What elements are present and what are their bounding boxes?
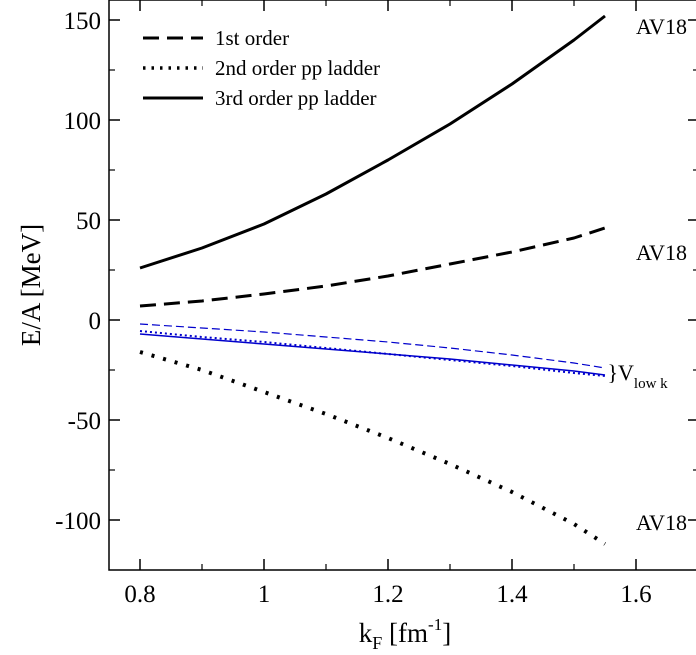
av18-label: AV18 (636, 510, 687, 535)
annotations: AV18 AV18 AV18 }Vlow k (607, 14, 686, 535)
vlowk-label-sub: low k (634, 376, 668, 392)
x-axis-title-sup: -1 (428, 615, 442, 634)
y-tick-label: 0 (89, 308, 102, 335)
x-tick-label: 1.6 (620, 581, 651, 608)
legend-label-2nd-order: 2nd order pp ladder (215, 56, 380, 80)
legend-label-1st-order: 1st order (215, 26, 289, 50)
vlowk-label-main: }V (607, 360, 634, 385)
x-axis-title-unit: [fm (382, 618, 428, 648)
x-axis-title: kF [fm-1] (359, 615, 451, 653)
series-vlowk-1st-order-line (139, 323, 606, 369)
vlowk-label: }Vlow k (607, 360, 668, 392)
y-tick-label: -100 (55, 508, 101, 535)
y-tick-label: 100 (64, 108, 102, 135)
y-tick-label: 50 (76, 208, 101, 235)
x-tick-label: 1.2 (372, 581, 403, 608)
x-axis-title-close: ] (442, 618, 451, 648)
series-vlowk-2nd-order-line (139, 330, 606, 377)
plot-frame (108, 0, 696, 571)
y-axis-title: E/A [MeV] (16, 224, 46, 346)
y-tick-label: -50 (68, 408, 101, 435)
series-av18-1st-order-line (139, 226, 606, 308)
x-axis-title-sub: F (372, 633, 382, 653)
legend: 1st order 2nd order pp ladder 3rd order … (143, 26, 380, 110)
x-axis-title-base: k (359, 618, 373, 648)
series-av18-2nd-order-line (139, 350, 607, 546)
ticks-layer (109, 0, 696, 570)
tick-labels-layer: 0.8 1 1.2 1.4 1.6 -100 -50 0 50 100 150 (55, 8, 651, 608)
series-av18-3rd-order-line (139, 14, 606, 270)
x-tick-label: 1 (258, 581, 271, 608)
y-tick-label: 150 (64, 8, 102, 35)
av18-label: AV18 (636, 240, 687, 265)
x-tick-label: 1.4 (496, 581, 528, 608)
legend-label-3rd-order: 3rd order pp ladder (215, 86, 377, 110)
av18-label: AV18 (636, 14, 687, 39)
series-layer (139, 14, 607, 546)
series-vlowk-3rd-order-line (139, 333, 606, 376)
x-tick-label: 0.8 (124, 581, 155, 608)
